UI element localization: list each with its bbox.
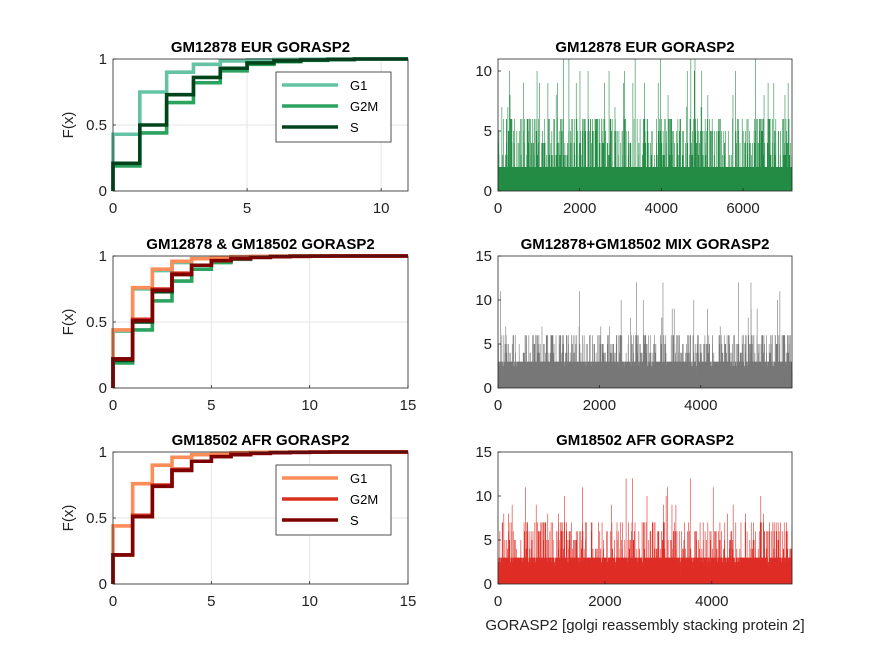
legend: G1 G2M S xyxy=(275,464,392,536)
x-tick-label: 10 xyxy=(301,397,318,414)
x-tick-label: 5 xyxy=(243,200,251,217)
y-axis-label: F(x) xyxy=(60,112,77,139)
y-tick-label: 0 xyxy=(99,576,107,593)
y-tick-label: 0 xyxy=(484,576,492,593)
x-tick-label: 2000 xyxy=(563,200,596,217)
x-tick-label: 4000 xyxy=(684,397,717,414)
y-tick-label: 0 xyxy=(99,183,107,200)
y-tick-label: 5 xyxy=(484,336,492,353)
x-tick-label: 0 xyxy=(109,397,117,414)
chart-title: GM18502 AFR GORASP2 xyxy=(172,432,350,449)
count-bars-base xyxy=(498,562,792,584)
y-tick-label: 0.5 xyxy=(86,510,107,527)
y-tick-label: 1 xyxy=(99,51,107,68)
x-tick-label: 2000 xyxy=(588,593,621,610)
chart-title: GM12878+GM18502 MIX GORASP2 xyxy=(521,236,770,253)
x-tick-label: 0 xyxy=(494,593,502,610)
x-tick-label: 5 xyxy=(207,593,215,610)
count-bars-base xyxy=(498,366,792,388)
y-axis-label: F(x) xyxy=(60,505,77,532)
legend: G1 G2M S xyxy=(275,71,392,143)
x-tick-label: 15 xyxy=(400,593,417,610)
x-tick-label: 2000 xyxy=(583,397,616,414)
x-tick-label: 10 xyxy=(301,593,318,610)
x-tick-label: 0 xyxy=(494,397,502,414)
x-tick-label: 5 xyxy=(207,397,215,414)
y-tick-label: 5 xyxy=(484,532,492,549)
y-tick-label: 10 xyxy=(475,488,492,505)
chart-counts_eur: 0 2000 4000 6000 0 5 10 GM12878 EUR GORASP2 xyxy=(475,39,793,217)
y-tick-label: 1 xyxy=(99,248,107,265)
chart-ecdf_afr: 0 5 10 15 0 0.5 1 GM18502 AFR GORASP2 F(x) G1 G2M S xyxy=(60,432,416,610)
x-tick-label: 6000 xyxy=(726,200,759,217)
x-tick-label: 0 xyxy=(494,200,502,217)
x-tick-label: 10 xyxy=(373,200,390,217)
chart-counts_afr: 0 2000 4000 0 5 10 15 GM18502 AFR GORASP2 GORASP… xyxy=(475,432,804,634)
y-tick-label: 0.5 xyxy=(86,314,107,331)
legend-label: G1 xyxy=(350,471,367,486)
chart-ecdf_mix: 0 5 10 15 0 0.5 1 GM12878 & GM18502 GORASP2 F(x) xyxy=(60,236,416,414)
y-tick-label: 15 xyxy=(475,444,492,461)
y-tick-label: 0.5 xyxy=(86,117,107,134)
axes-box xyxy=(497,451,793,585)
x-tick-label: 4000 xyxy=(645,200,678,217)
x-tick-label: 4000 xyxy=(695,593,728,610)
x-tick-label: 0 xyxy=(109,200,117,217)
legend-label: G1 xyxy=(350,78,367,93)
y-tick-label: 5 xyxy=(484,123,492,140)
count-bars-base xyxy=(498,171,792,191)
y-tick-label: 10 xyxy=(475,292,492,309)
legend-label: S xyxy=(350,513,359,528)
axes-box xyxy=(497,255,793,389)
x-tick-label: 0 xyxy=(109,593,117,610)
y-tick-label: 0 xyxy=(484,183,492,200)
chart-title: GM12878 EUR GORASP2 xyxy=(171,39,350,56)
x-tick-label: 15 xyxy=(400,397,417,414)
chart-title: GM18502 AFR GORASP2 xyxy=(556,432,734,449)
y-tick-label: 1 xyxy=(99,444,107,461)
chart-ecdf_eur: 0 5 10 0 0.5 1 GM12878 EUR GORASP2 F(x) G1 G2M S xyxy=(60,39,409,217)
y-tick-label: 10 xyxy=(475,63,492,80)
x-axis-label: GORASP2 [golgi reassembly stacking prote… xyxy=(485,617,804,634)
legend-label: G2M xyxy=(350,492,378,507)
y-tick-label: 0 xyxy=(484,380,492,397)
y-tick-label: 15 xyxy=(475,248,492,265)
y-tick-label: 0 xyxy=(99,380,107,397)
chart-title: GM12878 EUR GORASP2 xyxy=(555,39,734,56)
chart-title: GM12878 & GM18502 GORASP2 xyxy=(146,236,374,253)
legend-label: G2M xyxy=(350,99,378,114)
legend-label: S xyxy=(350,120,359,135)
chart-counts_mix: 0 2000 4000 0 5 10 15 GM12878+GM18502 MIX GORAS… xyxy=(475,236,793,414)
y-axis-label: F(x) xyxy=(60,309,77,336)
axes-box xyxy=(497,58,793,192)
